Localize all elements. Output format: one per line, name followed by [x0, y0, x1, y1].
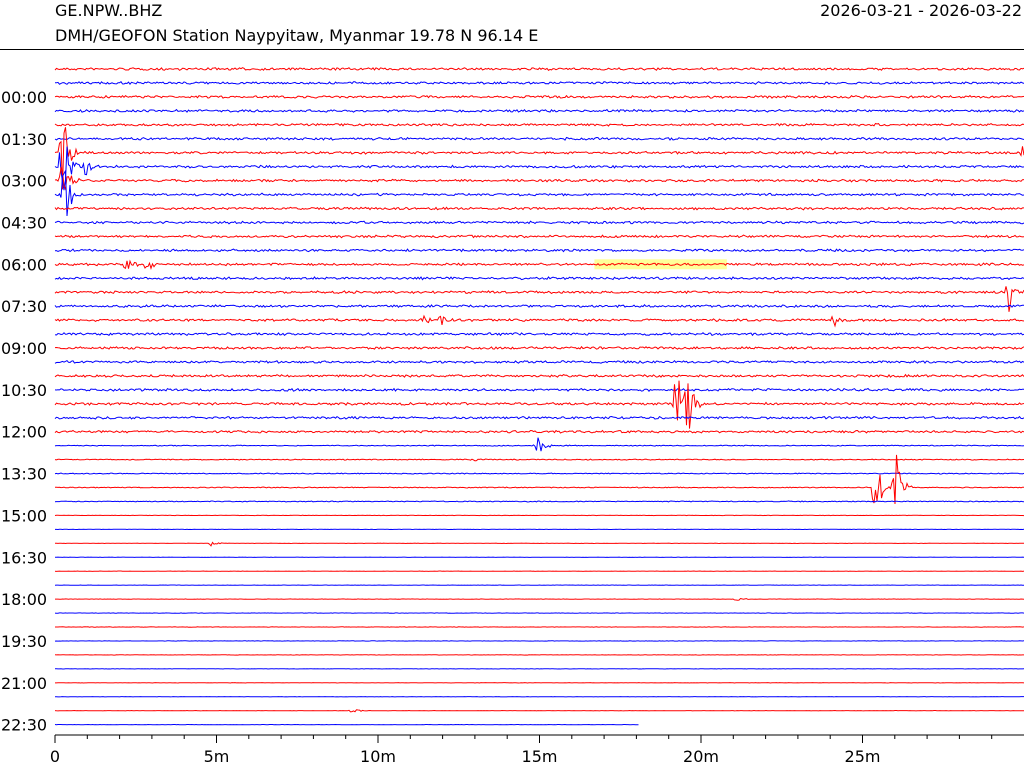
y-tick-label: 07:30 [1, 297, 47, 316]
y-tick-label: 01:30 [1, 130, 47, 149]
y-tick-label: 04:30 [1, 213, 47, 232]
trace-line-10 [54, 206, 1024, 211]
x-tick-label: 25m [845, 747, 881, 766]
trace-line-21 [54, 359, 1024, 364]
trace-line-28 [54, 458, 1024, 462]
x-tick-label: 0 [50, 747, 60, 766]
trace-line-5 [54, 136, 1024, 141]
trace-line-13 [54, 248, 1024, 253]
station-description: DMH/GEOFON Station Naypyitaw, Myanmar 19… [55, 26, 539, 45]
y-axis: 00:00 01:30 03:00 04:30 06:00 07:30 09:00 10:30… [1, 88, 47, 735]
x-tick-label: 20m [683, 747, 719, 766]
y-tick-label: 16:30 [1, 548, 47, 567]
trace-line-11 [54, 220, 1024, 225]
y-tick-label: 12:00 [1, 423, 47, 442]
header-divider [0, 49, 1024, 50]
trace-line-9 [54, 170, 1024, 217]
trace-line-20 [54, 345, 1024, 350]
trace-line-23 [54, 387, 1024, 392]
trace-line-25 [54, 415, 1024, 420]
trace-line-2 [54, 94, 1024, 99]
trace-line-14 [54, 259, 1024, 270]
trace-line-46 [54, 709, 1024, 713]
y-tick-label: 15:00 [1, 506, 47, 525]
trace-line-22 [54, 373, 1024, 378]
trace-line-7 [54, 146, 1024, 191]
trace-line-0 [54, 67, 1024, 71]
trace-line-15 [54, 276, 1024, 281]
trace-line-6 [54, 127, 1024, 190]
trace-line-34 [54, 541, 1024, 547]
trace-line-38 [55, 597, 1024, 601]
y-tick-label: 21:00 [1, 674, 47, 693]
y-tick-label: 03:00 [1, 172, 47, 191]
trace-line-31 [54, 500, 1024, 503]
trace-line-12 [54, 234, 1024, 239]
trace-line-1 [55, 80, 1024, 86]
trace-group [54, 67, 1024, 726]
y-tick-label: 22:30 [1, 716, 47, 735]
x-axis: 0 5m 10m 15m 20m 25m [50, 734, 1024, 766]
trace-line-18 [54, 314, 1024, 328]
trace-line-30 [55, 454, 1024, 505]
trace-line-8 [54, 166, 1024, 191]
y-tick-label: 00:00 [1, 88, 47, 107]
y-tick-label: 18:00 [1, 590, 47, 609]
x-tick-label: 10m [360, 747, 396, 766]
trace-line-17 [54, 304, 1024, 309]
trace-line-29 [54, 472, 1024, 475]
trace-line-4 [54, 122, 1024, 127]
x-tick-label: 15m [522, 747, 558, 766]
y-tick-label: 19:30 [1, 632, 47, 651]
trace-line-24 [54, 380, 1024, 429]
trace-line-27 [54, 437, 1024, 452]
trace-line-26 [54, 429, 1024, 434]
y-tick-label: 13:30 [1, 465, 47, 484]
y-tick-label: 10:30 [1, 381, 47, 400]
trace-line-19 [54, 332, 1024, 337]
y-tick-label: 06:00 [1, 255, 47, 274]
y-tick-label: 09:00 [1, 339, 47, 358]
station-code: GE.NPW..BHZ [55, 1, 163, 20]
trace-line-3 [54, 108, 1024, 113]
x-tick-label: 5m [204, 747, 230, 766]
trace-line-16 [54, 286, 1024, 312]
date-range: 2026-03-21 - 2026-03-22 [820, 1, 1022, 20]
